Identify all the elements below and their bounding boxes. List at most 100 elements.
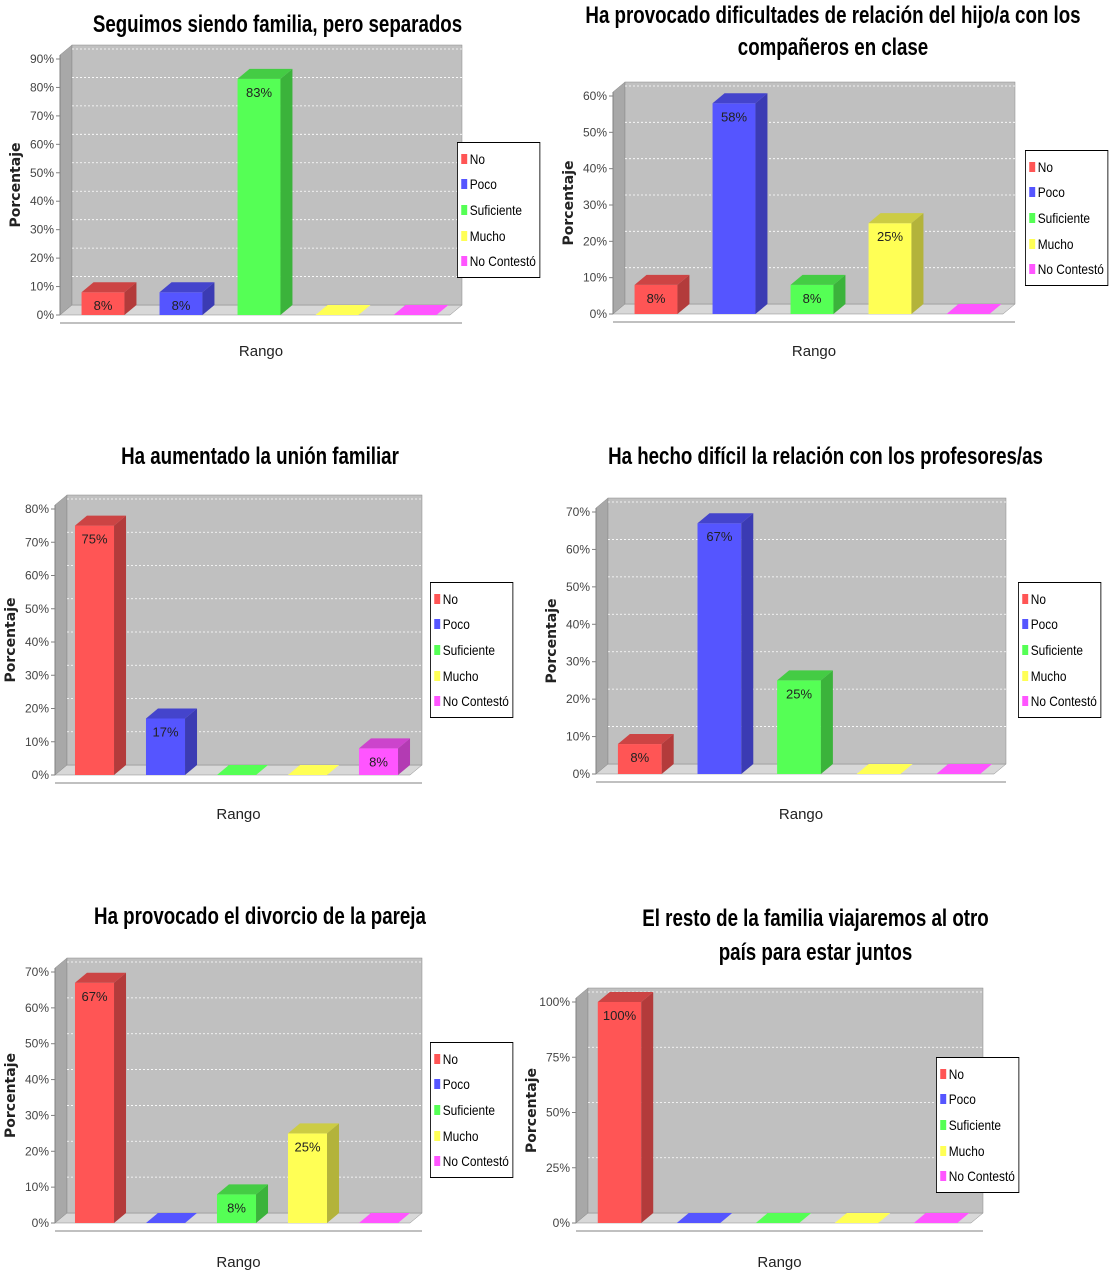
legend-swatch: [1022, 619, 1029, 630]
y-tick-label: 10%: [25, 1180, 49, 1194]
bar-front: [868, 223, 912, 314]
legend-swatch: [461, 204, 468, 215]
y-tick-label: 40%: [25, 1073, 49, 1087]
data-label: 8%: [803, 291, 822, 306]
legend-label: No Contestó: [442, 693, 509, 710]
bar-front: [216, 1194, 257, 1223]
legend-label: No: [469, 150, 485, 167]
bar: [790, 274, 846, 314]
bar-side: [641, 992, 654, 1223]
legend-swatch: [1022, 644, 1029, 655]
y-tick-label: 80%: [30, 80, 54, 94]
chart-title: Seguimos siendo familia, pero separados: [92, 11, 463, 38]
plot-background: [587, 987, 984, 1214]
bar-front: [81, 292, 125, 315]
legend-label: No Contestó: [469, 253, 536, 270]
data-label: 8%: [94, 298, 113, 313]
bar-side: [833, 274, 846, 314]
y-tick-label: 60%: [25, 569, 49, 583]
data-label: 8%: [369, 754, 388, 769]
bar: [856, 764, 913, 774]
legend-swatch: [1029, 264, 1036, 275]
plot-side-wall: [54, 957, 68, 1224]
y-tick-label: 30%: [583, 198, 607, 212]
bar-front: [634, 284, 678, 314]
y-tick-label: 20%: [583, 234, 607, 248]
y-tick-label: 30%: [25, 668, 49, 682]
legend-label: Poco: [1030, 616, 1058, 633]
bar-side: [820, 670, 833, 774]
bar-top: [597, 992, 654, 1002]
data-label: 8%: [647, 291, 666, 306]
bar-chart: 0% 10% 20% 30% 40% 50% 60% 70% 8% 67% 25% Rango Porc…: [544, 497, 1007, 823]
legend-label: Suficiente: [948, 1116, 1002, 1133]
y-tick-label: 40%: [583, 162, 607, 176]
bar: [145, 1213, 198, 1223]
bar: [237, 68, 293, 316]
bar-top: [358, 738, 411, 749]
y-tick-label: 30%: [30, 223, 54, 237]
bar-front: [790, 284, 834, 314]
legend-swatch: [461, 256, 468, 267]
bar: [597, 992, 654, 1223]
bar-top: [634, 274, 690, 285]
bar: [712, 93, 768, 315]
bar-top: [81, 282, 137, 293]
legend-label: Mucho: [1030, 667, 1067, 684]
y-tick-label: 80%: [25, 502, 49, 516]
y-tick-label: 10%: [566, 730, 590, 744]
legend-item: Poco: [1022, 612, 1097, 638]
y-axis-label: Porcentaje: [524, 1068, 540, 1153]
chart-panel-1: Seguimos siendo familia, pero separados …: [0, 0, 555, 380]
legend-label: Suficiente: [469, 201, 523, 218]
legend-label: Mucho: [1037, 235, 1074, 252]
y-tick-label: 20%: [566, 692, 590, 706]
y-tick-label: 50%: [25, 1037, 49, 1051]
bar-top: [856, 764, 913, 774]
legend-item: Poco: [434, 1072, 509, 1098]
legend-swatch: [434, 1104, 441, 1115]
legend-item: No Contestó: [461, 248, 536, 274]
y-axis-label: Porcentaje: [561, 161, 577, 246]
legend-item: Poco: [1029, 180, 1104, 206]
bar-top: [287, 765, 340, 775]
y-tick-label: 70%: [25, 535, 49, 549]
bar-side: [911, 213, 924, 314]
y-tick-label: 0%: [590, 307, 608, 321]
y-tick-label: 0%: [32, 768, 50, 782]
chart-legend: No Poco Suficiente Mucho No Contestó: [457, 142, 541, 278]
y-axis-label: Porcentaje: [544, 599, 560, 684]
bar-top: [216, 1184, 269, 1195]
y-tick-label: 0%: [37, 308, 55, 322]
chart-title: Ha aumentado la unión familiar: [121, 443, 399, 470]
y-axis-label: Porcentaje: [3, 598, 19, 683]
data-label: 8%: [227, 1200, 246, 1215]
bar: [834, 1213, 891, 1223]
bar: [676, 1213, 733, 1223]
bar-front: [145, 718, 186, 775]
legend-item: Poco: [461, 172, 536, 198]
legend-label: No Contestó: [442, 1153, 509, 1170]
bar-side: [280, 68, 293, 316]
bar-front: [697, 523, 742, 774]
bar: [617, 734, 674, 774]
bar: [216, 765, 269, 775]
y-tick-label: 70%: [30, 109, 54, 123]
plot-background: [624, 81, 1016, 305]
y-tick-label: 0%: [553, 1216, 571, 1230]
bar: [697, 513, 754, 774]
bar-side: [661, 734, 674, 774]
bar-top: [145, 1213, 198, 1223]
legend-item: No Contestó: [434, 1148, 509, 1174]
legend-label: Suficiente: [442, 641, 496, 658]
bar-top: [393, 305, 449, 315]
bar-top: [315, 305, 371, 315]
plot-background: [66, 494, 423, 766]
y-tick-label: 10%: [30, 280, 54, 294]
bar: [159, 282, 215, 315]
legend-swatch: [1029, 238, 1036, 249]
data-label: 83%: [246, 85, 272, 100]
chart-legend: No Poco Suficiente Mucho No Contestó: [1018, 582, 1102, 718]
data-label: 25%: [786, 686, 812, 701]
y-tick-label: 0%: [32, 1216, 50, 1230]
